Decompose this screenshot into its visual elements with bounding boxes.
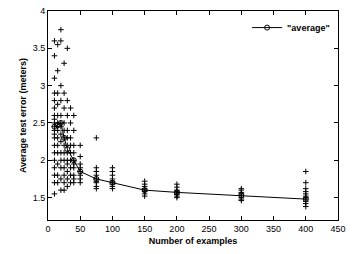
svg-text:4: 4 <box>40 6 45 16</box>
svg-text:100: 100 <box>105 224 120 234</box>
svg-text:Average test error (meters): Average test error (meters) <box>18 58 28 173</box>
svg-text:3.5: 3.5 <box>33 43 46 53</box>
svg-text:150: 150 <box>137 224 152 234</box>
svg-text:0: 0 <box>45 224 50 234</box>
svg-text:1.5: 1.5 <box>33 193 46 203</box>
svg-text:2.5: 2.5 <box>33 118 46 128</box>
svg-text:"average": "average" <box>287 23 330 33</box>
svg-text:250: 250 <box>202 224 217 234</box>
svg-text:3: 3 <box>40 81 45 91</box>
svg-text:350: 350 <box>266 224 281 234</box>
svg-text:Number of examples: Number of examples <box>149 236 238 246</box>
svg-text:400: 400 <box>298 224 313 234</box>
svg-text:300: 300 <box>234 224 249 234</box>
svg-text:450: 450 <box>330 224 345 234</box>
svg-text:2: 2 <box>40 155 45 165</box>
svg-text:200: 200 <box>169 224 184 234</box>
svg-text:50: 50 <box>75 224 85 234</box>
